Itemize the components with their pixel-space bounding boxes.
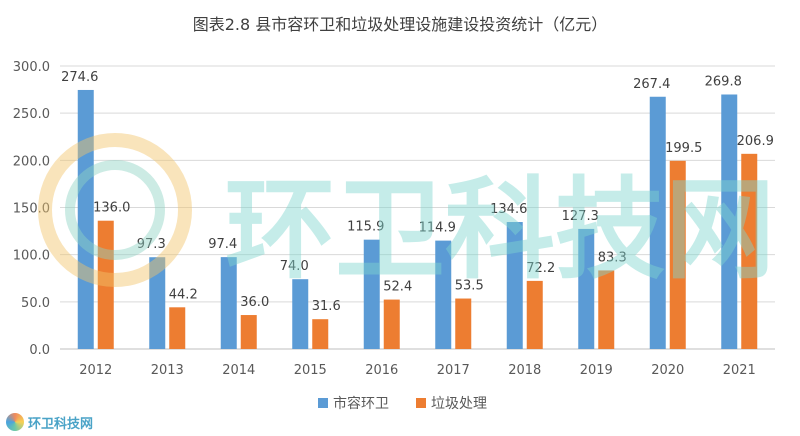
legend-swatch [318,398,328,408]
bar-series1 [77,89,94,349]
x-tick-label: 2012 [79,363,112,378]
data-label: 31.6 [312,299,341,314]
bar-series2 [741,153,758,349]
watermark-logo-ring [38,133,192,287]
watermark-text: 环卫科技网 [225,166,775,294]
y-axis-ticks: 0.0 50.0 100.0 150.0 200.0 250.0 300.0 [13,60,50,358]
data-label: 267.4 [633,77,670,92]
data-label: 206.9 [737,134,774,149]
y-tick-label: 250.0 [13,107,50,122]
bar-series1 [149,257,166,349]
bar-series1 [578,228,595,349]
data-label: 83.3 [598,250,627,265]
corner-watermark: 环卫科技网 [6,412,93,432]
legend-label: 垃圾处理 [431,396,487,412]
bar-series2 [312,319,329,349]
bar-series1 [506,222,523,349]
data-label: 199.5 [665,141,702,156]
chart-title: 图表2.8 县市容环卫和垃圾处理设施建设投资统计（亿元） [193,15,608,34]
x-tick-label: 2014 [222,363,255,378]
data-label: 44.2 [169,287,198,302]
x-tick-label: 2020 [651,363,684,378]
y-tick-label: 100.0 [13,249,50,264]
data-label: 127.3 [562,209,599,224]
data-label: 134.6 [490,202,527,217]
bar-series2 [97,220,114,349]
bar-series2 [526,280,543,349]
bar-series1 [649,96,666,349]
bar-series2 [455,298,472,349]
data-label: 36.0 [240,295,269,310]
data-label: 274.6 [61,70,98,85]
watermark-logo-ring-inner [65,160,165,260]
x-axis-ticks: 2012 2013 2014 2015 2016 2017 2018 2019 2020 2021 [79,363,756,378]
legend-label: 市容环卫 [333,395,389,412]
x-tick-label: 2021 [723,363,756,378]
x-tick-label: 2018 [508,363,541,378]
data-label: 114.9 [419,221,456,236]
data-label: 136.0 [93,201,130,216]
data-label: 72.2 [526,261,555,276]
bar-series1 [220,257,237,349]
bar-series1 [721,94,738,349]
bar-series1 [292,279,309,349]
bars [77,89,758,349]
x-tick-label: 2016 [365,363,398,378]
bar-series1 [363,239,380,349]
bar-series2 [669,160,686,349]
x-tick-label: 2015 [294,363,327,378]
bar-series2 [598,270,615,349]
y-tick-label: 150.0 [13,202,50,217]
data-label: 97.3 [137,237,166,252]
y-tick-label: 50.0 [21,296,50,311]
bar-series2 [169,307,186,349]
data-label: 52.4 [383,280,412,295]
legend: 市容环卫 垃圾处理 [318,395,487,412]
data-label: 53.5 [455,279,484,294]
legend-swatch [416,398,426,408]
x-tick-label: 2017 [437,363,470,378]
bar-series1 [435,240,452,349]
data-label: 115.9 [347,220,384,235]
y-tick-label: 200.0 [13,154,50,169]
y-tick-label: 300.0 [13,60,50,75]
data-label: 74.0 [280,259,309,274]
logo-icon [6,413,24,431]
watermark: 环卫科技网 [38,133,775,294]
data-label: 269.8 [705,74,742,89]
corner-watermark-text: 环卫科技网 [28,416,94,432]
x-tick-label: 2013 [151,363,184,378]
x-tick-label: 2019 [580,363,613,378]
y-tick-label: 0.0 [29,343,50,358]
data-labels: 274.6 136.0 97.3 44.2 97.4 36.0 74.0 31.6 115.9 5… [61,70,774,314]
bar-series2 [240,315,257,349]
bar-series2 [383,299,400,349]
data-label: 97.4 [208,237,237,252]
gridlines [60,65,775,350]
